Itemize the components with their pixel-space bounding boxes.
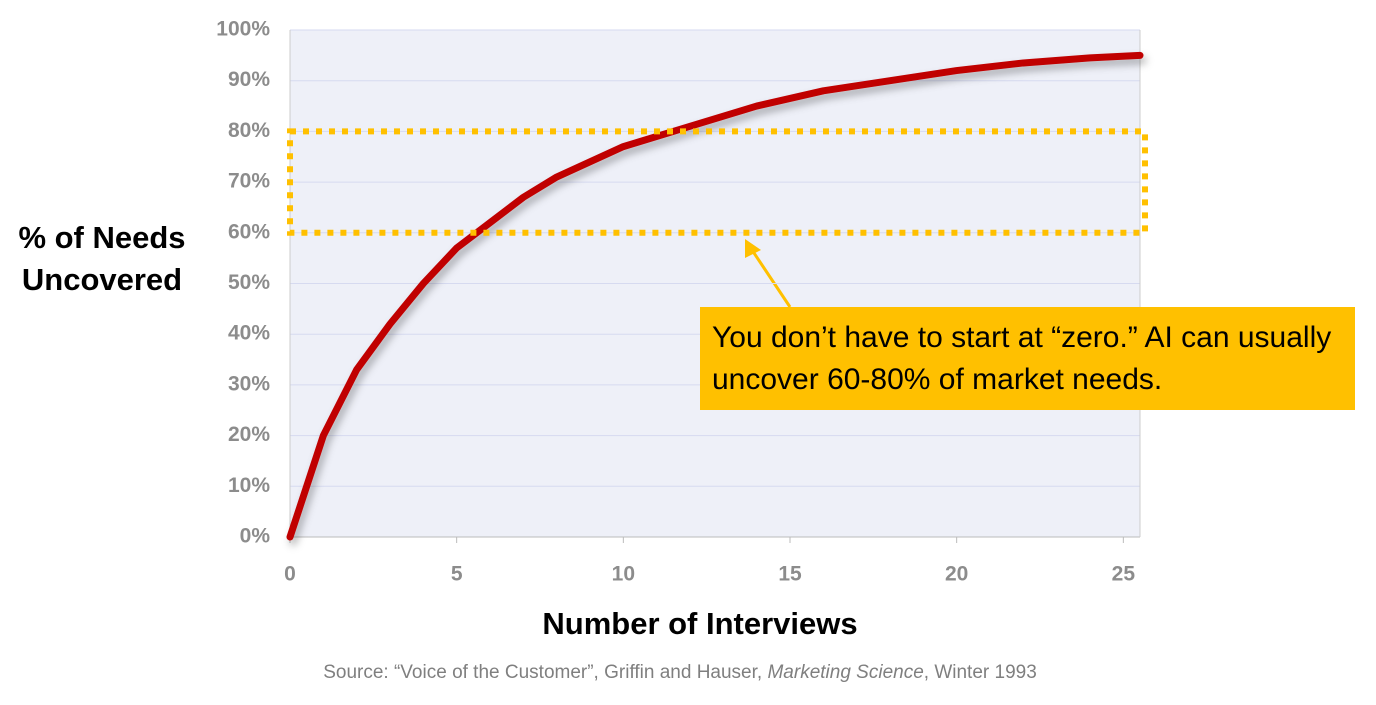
y-tick-label: 80% [228,119,270,142]
y-tick-label: 60% [228,220,270,243]
source-text: Source: “Voice of the Customer”, Griffin… [323,662,767,683]
source-text: , Winter 1993 [924,662,1037,683]
x-tick-label: 25 [1112,563,1136,586]
highlight-band [287,128,1148,236]
callout-arrow [750,249,792,308]
y-tick-label: 30% [228,372,270,395]
source-journal: Marketing Science [767,662,923,683]
y-axis-title: Uncovered [22,262,182,297]
y-tick-label: 50% [228,271,270,294]
y-tick-label: 70% [228,170,270,193]
y-tick-label: 100% [216,18,270,41]
x-tick-label: 5 [451,563,463,586]
x-tick-label: 10 [612,563,635,586]
x-tick-label: 15 [778,563,802,586]
y-tick-label: 0% [240,525,271,548]
y-axis-title: % of Needs [18,220,185,255]
y-tick-label: 10% [228,474,270,497]
callout-arrowhead [745,239,761,258]
y-tick-label: 20% [228,423,270,446]
source: Source: “Voice of the Customer”, Griffin… [323,662,1037,683]
x-tick-label: 0 [284,563,296,586]
x-tick-label: 20 [945,563,968,586]
y-tick-label: 40% [228,322,270,345]
callout: You don’t have to start at “zero.” AI ca… [700,307,1355,410]
y-tick-label: 90% [228,68,270,91]
curve [286,51,1144,541]
x-axis-title: Number of Interviews [542,606,857,641]
